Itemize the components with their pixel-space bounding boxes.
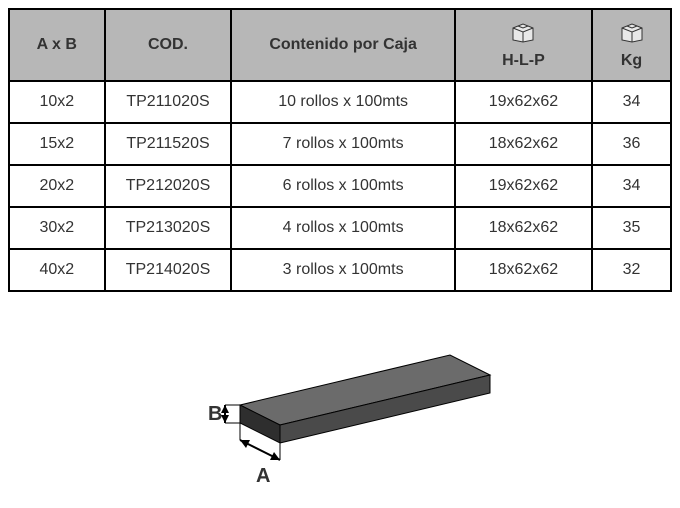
table-row: 30x2 TP213020S 4 rollos x 100mts 18x62x6… [9,207,671,249]
cell-cont: 3 rollos x 100mts [231,249,454,291]
cell-hlp: 18x62x62 [455,123,592,165]
col-header-kg: Kg [592,9,671,81]
cell-kg: 34 [592,165,671,207]
col-header-hlp-label: H-L-P [456,52,591,70]
col-header-cod: COD. [105,9,232,81]
cell-cod: TP211520S [105,123,232,165]
cell-axb: 10x2 [9,81,105,123]
cell-cod: TP212020S [105,165,232,207]
cell-cont: 10 rollos x 100mts [231,81,454,123]
col-header-kg-label: Kg [593,52,670,70]
col-header-cont: Contenido por Caja [231,9,454,81]
table-row: 40x2 TP214020S 3 rollos x 100mts 18x62x6… [9,249,671,291]
cell-axb: 15x2 [9,123,105,165]
table-row: 10x2 TP211020S 10 rollos x 100mts 19x62x… [9,81,671,123]
cell-kg: 36 [592,123,671,165]
cell-cont: 6 rollos x 100mts [231,165,454,207]
diagram-label-a: A [256,465,270,487]
cell-hlp: 18x62x62 [455,207,592,249]
cell-kg: 32 [592,249,671,291]
profile-diagram: B A [8,310,672,500]
col-header-axb: A x B [9,9,105,81]
cell-cod: TP213020S [105,207,232,249]
table-header-row: A x B COD. Contenido por Caja H-L-P [9,9,671,81]
cell-kg: 35 [592,207,671,249]
cell-kg: 34 [592,81,671,123]
spec-table: A x B COD. Contenido por Caja H-L-P [8,8,672,292]
cell-hlp: 19x62x62 [455,165,592,207]
col-header-hlp: H-L-P [455,9,592,81]
cell-cod: TP214020S [105,249,232,291]
table-row: 20x2 TP212020S 6 rollos x 100mts 19x62x6… [9,165,671,207]
cell-cont: 4 rollos x 100mts [231,207,454,249]
box-icon [618,21,646,48]
box-icon [509,21,537,48]
cell-cont: 7 rollos x 100mts [231,123,454,165]
cell-axb: 20x2 [9,165,105,207]
table-row: 15x2 TP211520S 7 rollos x 100mts 18x62x6… [9,123,671,165]
cell-axb: 40x2 [9,249,105,291]
cell-axb: 30x2 [9,207,105,249]
cell-cod: TP211020S [105,81,232,123]
cell-hlp: 19x62x62 [455,81,592,123]
cell-hlp: 18x62x62 [455,249,592,291]
diagram-label-b: B [208,403,222,425]
